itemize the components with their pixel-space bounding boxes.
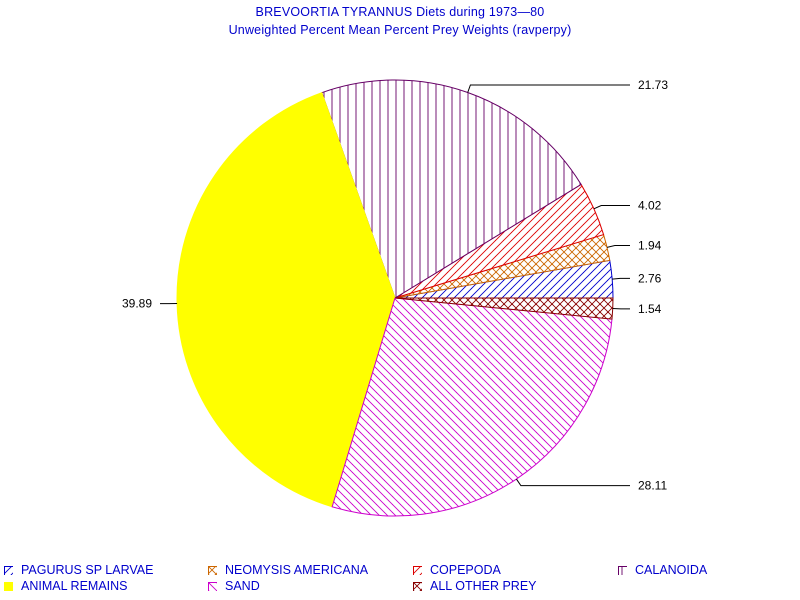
legend-label: NEOMYSIS AMERICANA: [225, 563, 369, 577]
legend-item: COPEPODA: [413, 563, 501, 577]
legend-item: SAND: [208, 579, 260, 593]
slice-value-label: 21.73: [638, 78, 668, 92]
legend-item: ANIMAL REMAINS: [4, 579, 128, 593]
pie-slice-animal-remains: [176, 92, 396, 508]
legend-swatch: [618, 565, 627, 575]
pie-slice-all-other-prey: [394, 297, 614, 320]
legend-label: COPEPODA: [430, 563, 501, 577]
legend-label: PAGURUS SP LARVAE: [21, 563, 154, 577]
legend-swatch: [208, 581, 217, 591]
slice-value-label: 4.02: [638, 199, 662, 213]
slice-value-label: 1.54: [638, 302, 662, 316]
chart-subtitle: Unweighted Percent Mean Percent Prey Wei…: [228, 23, 572, 37]
legend-swatch: [4, 565, 13, 575]
leader-line: [593, 205, 630, 210]
slice-value-label: 2.76: [638, 271, 662, 285]
pie-slice-calanoida: [321, 79, 582, 299]
slice-value-label: 1.94: [638, 239, 662, 253]
legend-label: CALANOIDA: [635, 563, 708, 577]
chart-title: BREVOORTIA TYRANNUS Diets during 1973—80: [255, 5, 545, 19]
legend-label: SAND: [225, 579, 260, 593]
leader-line: [612, 277, 630, 280]
leader-line: [467, 84, 630, 93]
slice-value-label: 28.11: [638, 479, 667, 493]
leader-line: [606, 245, 630, 248]
legend-item: CALANOIDA: [618, 563, 707, 577]
legend-item: NEOMYSIS AMERICANA: [208, 563, 368, 577]
slice-value-label: 39.89: [122, 297, 152, 311]
legend-swatch: [4, 581, 13, 591]
legend-swatch: [413, 565, 422, 575]
legend-label: ANIMAL REMAINS: [21, 579, 128, 593]
legend-label: ALL OTHER PREY: [430, 579, 537, 593]
legend-swatch: [413, 581, 422, 591]
legend-item: ALL OTHER PREY: [413, 579, 537, 593]
leader-line: [516, 478, 630, 487]
legend-swatch: [208, 565, 217, 575]
legend-item: PAGURUS SP LARVAE: [4, 563, 153, 577]
